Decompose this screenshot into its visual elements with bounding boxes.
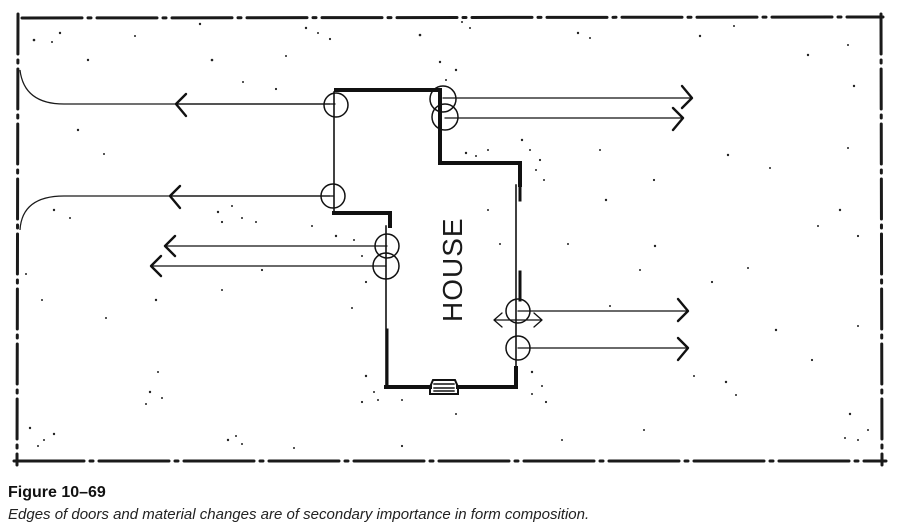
sight-line-arrows [149,84,694,362]
arrow-head-east-upper [676,297,690,323]
house-outline [332,88,522,395]
arrow-double-east [493,312,543,328]
site-border [12,12,888,467]
chimney-hatch [433,383,455,392]
arrow-head-mid-left [168,184,182,210]
arrow-head-west-upper [163,234,177,258]
house-wall-thick-notch [438,88,522,187]
ground-stipple [25,21,869,449]
door-circle-top-left [323,92,349,118]
driveway-lower [19,195,330,231]
house-wall-thick-mid [332,211,392,228]
door-edge-circles [320,85,531,361]
arrow-head-east-lower [676,336,690,362]
house-label: HOUSE [437,217,468,322]
arrow-head-west-lower [149,254,163,278]
driveway-upper [19,69,330,105]
arrow-head-top-right-upper [680,84,694,110]
arrow-head-top-right-lower [671,106,685,132]
figure-caption: Figure 10–69 Edges of doors and material… [8,482,888,526]
chimney-stoop [429,379,459,395]
driveway-lines [19,69,330,231]
site-border-right [879,12,884,467]
door-circle-top-right-lower [431,103,459,131]
figure-number: Figure 10–69 [8,484,106,501]
site-border-left [15,12,20,467]
door-circle-top-right-upper [429,85,457,113]
house-wall-thick-bottom-right [456,366,518,389]
figure-caption-text: Edges of doors and material changes are … [8,506,590,523]
site-border-top [20,15,885,20]
arrow-head-top-left [174,92,188,118]
site-plan-drawing: HOUSE [12,12,888,467]
